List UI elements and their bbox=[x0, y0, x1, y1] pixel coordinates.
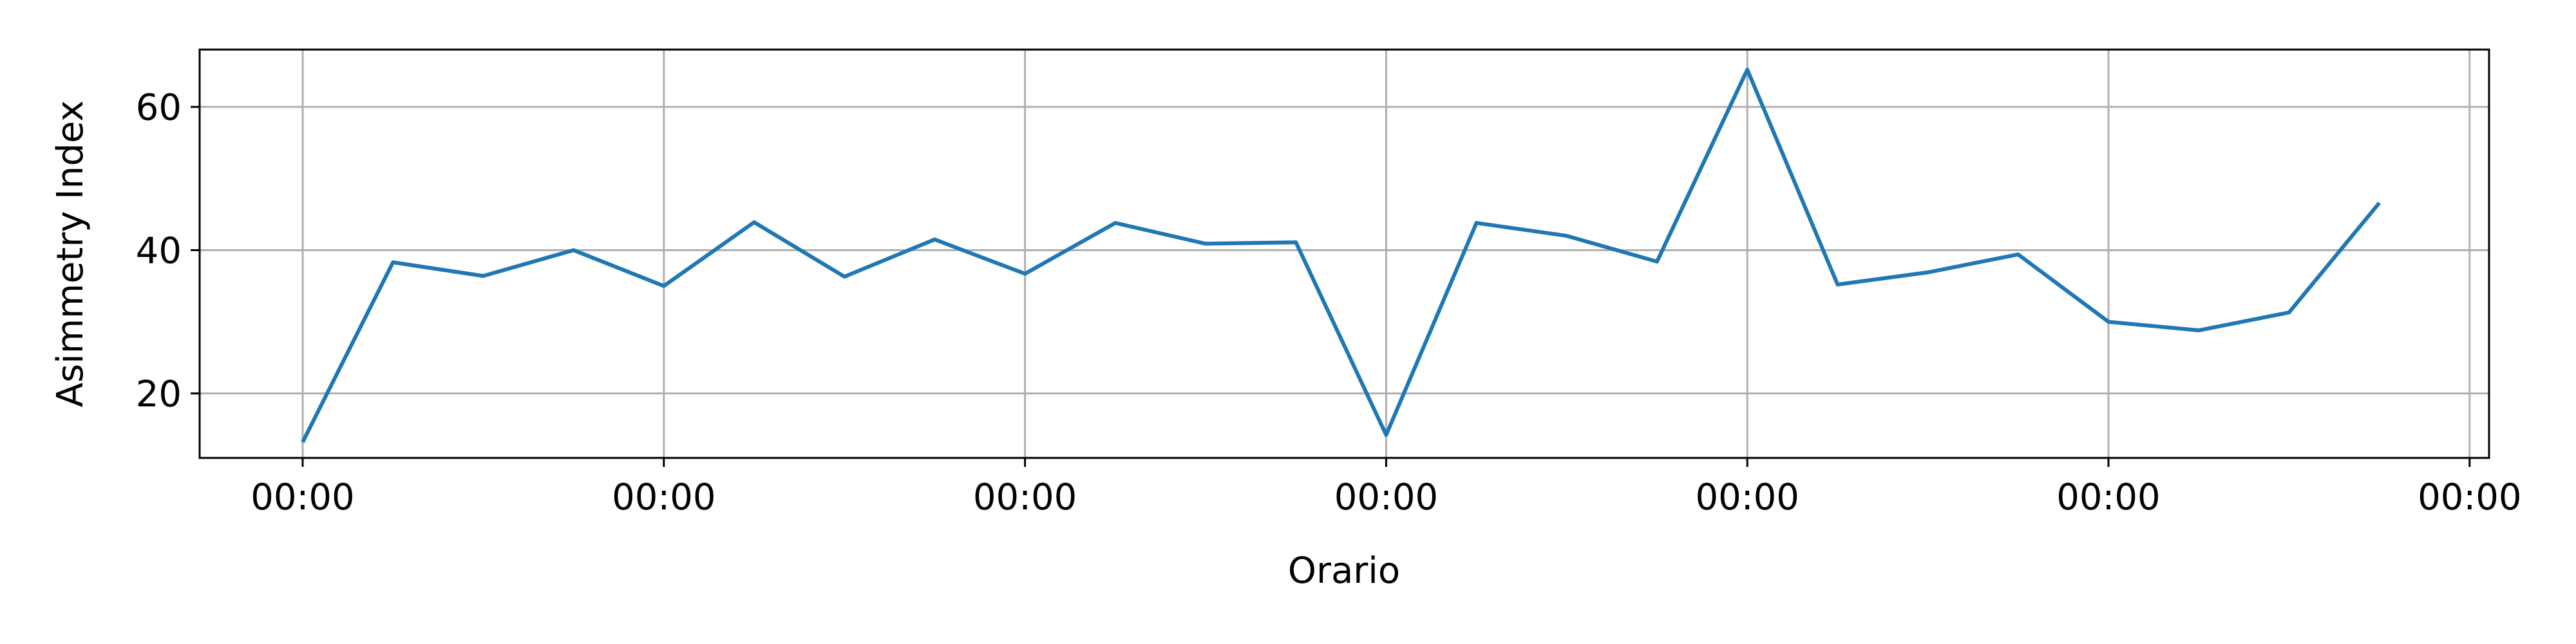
x-tick-label: 00:00 bbox=[1696, 477, 1799, 518]
x-axis-label: Orario bbox=[1288, 550, 1400, 592]
x-tick-label: 00:00 bbox=[2056, 477, 2160, 518]
y-axis-label: Asimmetry Index bbox=[50, 100, 91, 408]
series-layer bbox=[301, 68, 2381, 443]
x-tick-label: 00:00 bbox=[612, 477, 715, 518]
y-tick-label: 60 bbox=[136, 87, 182, 129]
x-tick-label: 00:00 bbox=[973, 477, 1077, 518]
x-tick-label: 00:00 bbox=[251, 477, 354, 518]
y-tick-label: 40 bbox=[136, 230, 182, 272]
axis-ticks: 00:00 00:00 00:00 00:00 00:00 00:00 00:00 20 40 6… bbox=[136, 87, 2522, 518]
plot-area-frame bbox=[198, 48, 2490, 459]
x-tick-label: 00:00 bbox=[2418, 477, 2521, 518]
grid-lines bbox=[200, 50, 2489, 458]
x-tick-label: 00:00 bbox=[1334, 477, 1438, 518]
y-tick-label: 20 bbox=[136, 374, 182, 415]
series-line bbox=[301, 68, 2381, 443]
